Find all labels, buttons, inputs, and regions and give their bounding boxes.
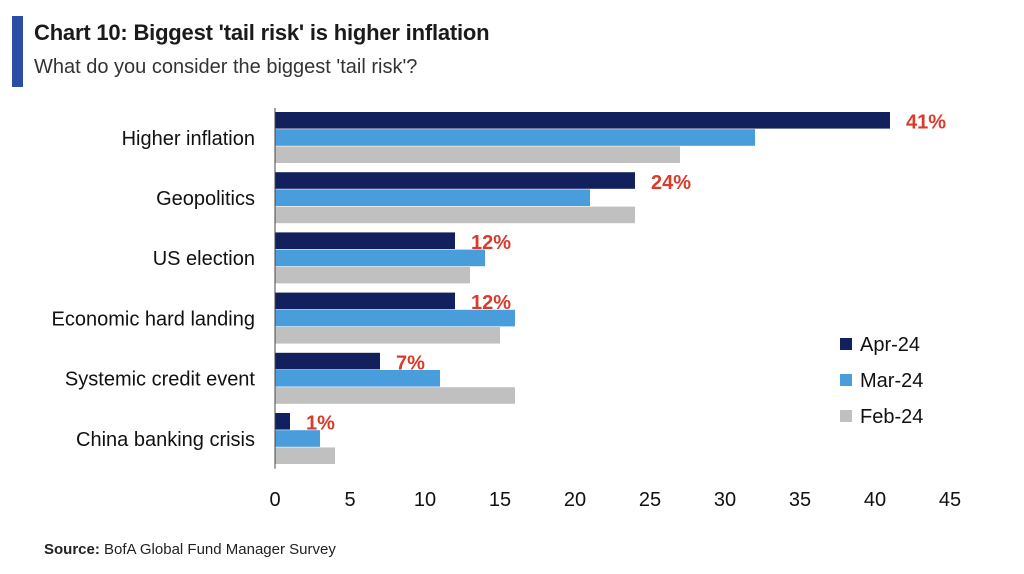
bar-feb-24 <box>275 206 635 224</box>
legend-label: Feb-24 <box>860 406 923 428</box>
data-label: 24% <box>651 172 691 194</box>
x-tick-label: 25 <box>639 489 661 511</box>
chart-subtitle: What do you consider the biggest 'tail r… <box>34 56 418 78</box>
bar-apr-24 <box>275 172 635 189</box>
legend-label: Mar-24 <box>860 370 923 392</box>
bar-mar-24 <box>275 370 440 387</box>
bar-mar-24 <box>275 309 515 327</box>
bar-feb-24 <box>275 327 500 344</box>
bar-feb-24 <box>275 387 515 404</box>
bar-mar-24 <box>275 129 755 146</box>
x-tick-label: 5 <box>344 489 355 511</box>
source-note: Source: BofA Global Fund Manager Survey <box>44 541 336 558</box>
bar-apr-24 <box>275 112 890 129</box>
data-label: 1% <box>306 413 335 435</box>
category-label: Economic hard landing <box>52 308 255 330</box>
legend-swatch-mar-24 <box>840 374 852 386</box>
legend-label: Apr-24 <box>860 334 920 356</box>
bar-apr-24 <box>275 413 290 430</box>
x-tick-label: 10 <box>414 489 436 511</box>
x-tick-label: 0 <box>269 489 280 511</box>
category-label: Geopolitics <box>156 188 255 210</box>
data-label: 41% <box>906 112 946 134</box>
bar-apr-24 <box>275 352 380 370</box>
x-tick-label: 40 <box>864 489 886 511</box>
legend-swatch-apr-24 <box>840 338 852 350</box>
bar-mar-24 <box>275 430 320 447</box>
x-tick-label: 15 <box>489 489 511 511</box>
category-label: China banking crisis <box>76 429 255 451</box>
category-label: US election <box>153 248 255 270</box>
legend-swatch-feb-24 <box>840 410 852 422</box>
data-label: 7% <box>396 352 425 374</box>
bar-mar-24 <box>275 249 485 267</box>
bar-apr-24 <box>275 292 455 310</box>
data-label: 12% <box>471 232 511 254</box>
chart-title: Chart 10: Biggest 'tail risk' is higher … <box>34 20 490 45</box>
x-tick-label: 30 <box>714 489 736 511</box>
bar-feb-24 <box>275 266 470 284</box>
data-label: 12% <box>471 292 511 314</box>
x-tick-label: 20 <box>564 489 586 511</box>
bar-mar-24 <box>275 189 590 206</box>
title-accent-bar <box>12 16 23 87</box>
bar-feb-24 <box>275 146 680 163</box>
bar-feb-24 <box>275 447 335 464</box>
source-label: Source: <box>44 541 100 558</box>
x-tick-label: 35 <box>789 489 811 511</box>
category-label: Systemic credit event <box>65 369 256 391</box>
category-label: Higher inflation <box>122 128 255 150</box>
source-text: BofA Global Fund Manager Survey <box>104 541 336 558</box>
x-tick-label: 45 <box>939 489 961 511</box>
bar-apr-24 <box>275 232 455 249</box>
